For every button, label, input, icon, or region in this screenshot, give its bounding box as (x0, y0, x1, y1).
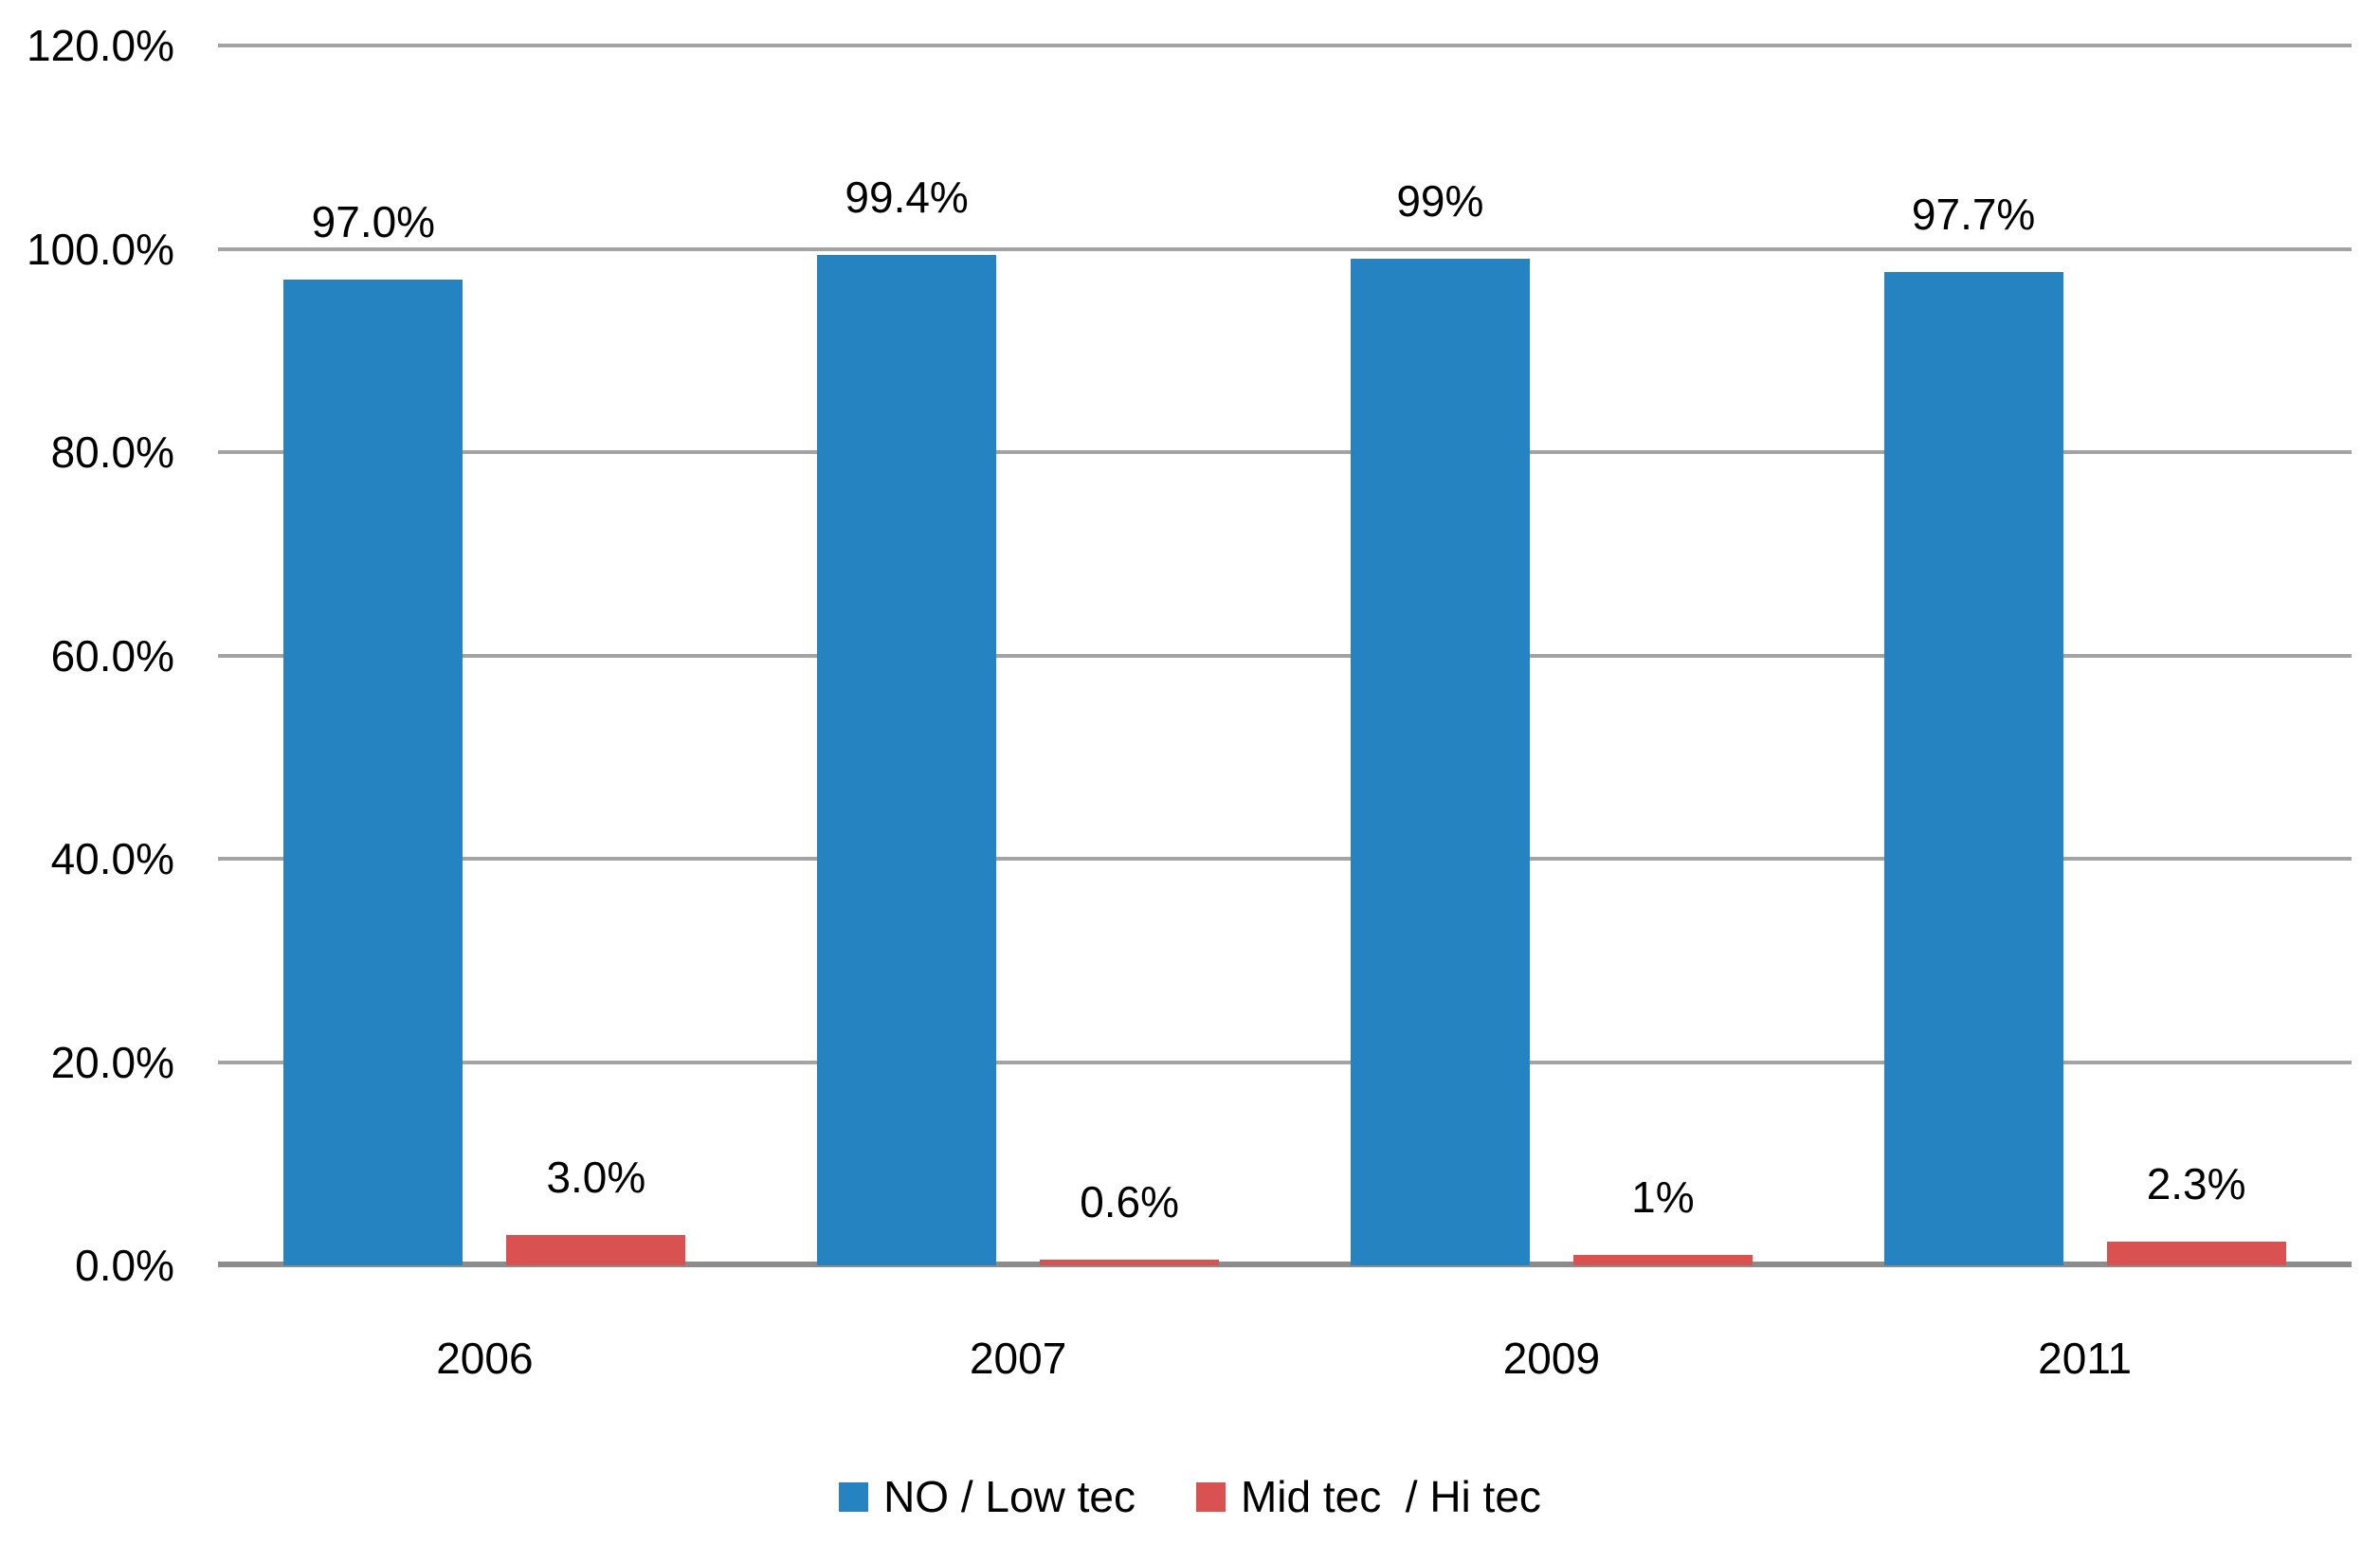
legend-label: Mid tec / Hi tec (1240, 1472, 1541, 1521)
x-axis-line (218, 1262, 2352, 1267)
x-axis: 2006 2007 2009 2011 (218, 1336, 2352, 1393)
y-axis-tick-label: 20.0% (50, 1037, 174, 1087)
bar-mid-tec-hi-tec-2006: 3.0% (506, 1155, 686, 1265)
bar-mid-tec-hi-tec-2011: 2.3% (2106, 1162, 2286, 1265)
bar-value-label: 99% (1396, 176, 1484, 227)
bar-no-low-tec-2011: 97.7% (1883, 192, 2063, 1265)
legend-swatch-icon (1195, 1481, 1226, 1512)
bar-mid-tec-hi-tec-2007: 0.6% (1040, 1180, 1220, 1265)
gridline (218, 1060, 2352, 1064)
bar-value-label: 1% (1631, 1172, 1695, 1223)
bar-value-label: 97.0% (311, 196, 436, 246)
bar-mid-tec-hi-tec-2009: 1% (1572, 1175, 1753, 1265)
bar-value-label: 3.0% (546, 1152, 646, 1202)
y-axis-tick-label: 60.0% (50, 630, 174, 681)
legend-label: NO / Low tec (883, 1472, 1135, 1521)
y-axis-tick-label: 100.0% (26, 224, 174, 274)
bar-group-2011: 97.7% 2.3% (1883, 45, 2286, 1265)
bar-group-2006: 97.0% 3.0% (283, 45, 686, 1265)
bar-value-label: 0.6% (1080, 1176, 1180, 1226)
bar-group-2007: 99.4% 0.6% (817, 45, 1220, 1265)
x-axis-tick-label: 2006 (436, 1334, 534, 1383)
gridline (218, 857, 2352, 861)
x-axis-tick-label: 2007 (969, 1334, 1067, 1383)
legend: NO / Low tec Mid tec / Hi tec (0, 1475, 2380, 1518)
y-axis-tick-label: 120.0% (26, 21, 174, 70)
gridline (218, 44, 2352, 47)
bar-value-label: 99.4% (845, 172, 969, 222)
y-axis: 0.0% 20.0% 40.0% 60.0% 80.0% 100.0% 120.0% (0, 24, 174, 1287)
y-axis-tick-label: 0.0% (75, 1241, 174, 1290)
x-axis-tick-label: 2011 (2038, 1334, 2133, 1383)
bar-group-2009: 99% 1% (1350, 45, 1753, 1265)
gridline (218, 450, 2352, 454)
plot-area: 97.0% 3.0% 99.4% 0.6% 99% 1% 97.7% 2.3% (218, 44, 2352, 1267)
y-axis-tick-label: 40.0% (50, 834, 174, 883)
legend-item-mid-tec-hi-tec: Mid tec / Hi tec (1195, 1472, 1541, 1521)
bar-no-low-tec-2007: 99.4% (817, 175, 997, 1265)
x-axis-tick-label: 2009 (1502, 1334, 1601, 1383)
y-axis-tick-label: 80.0% (50, 427, 174, 477)
gridline (218, 653, 2352, 658)
bar-value-label: 2.3% (2146, 1159, 2246, 1209)
legend-item-no-low-tec: NO / Low tec (839, 1475, 1135, 1518)
legend-swatch-icon (839, 1481, 869, 1512)
bar-no-low-tec-2009: 99% (1350, 179, 1530, 1265)
gridline (218, 246, 2352, 251)
bar-no-low-tec-2006: 97.0% (283, 200, 463, 1265)
bar-value-label: 97.7% (1911, 190, 2036, 240)
